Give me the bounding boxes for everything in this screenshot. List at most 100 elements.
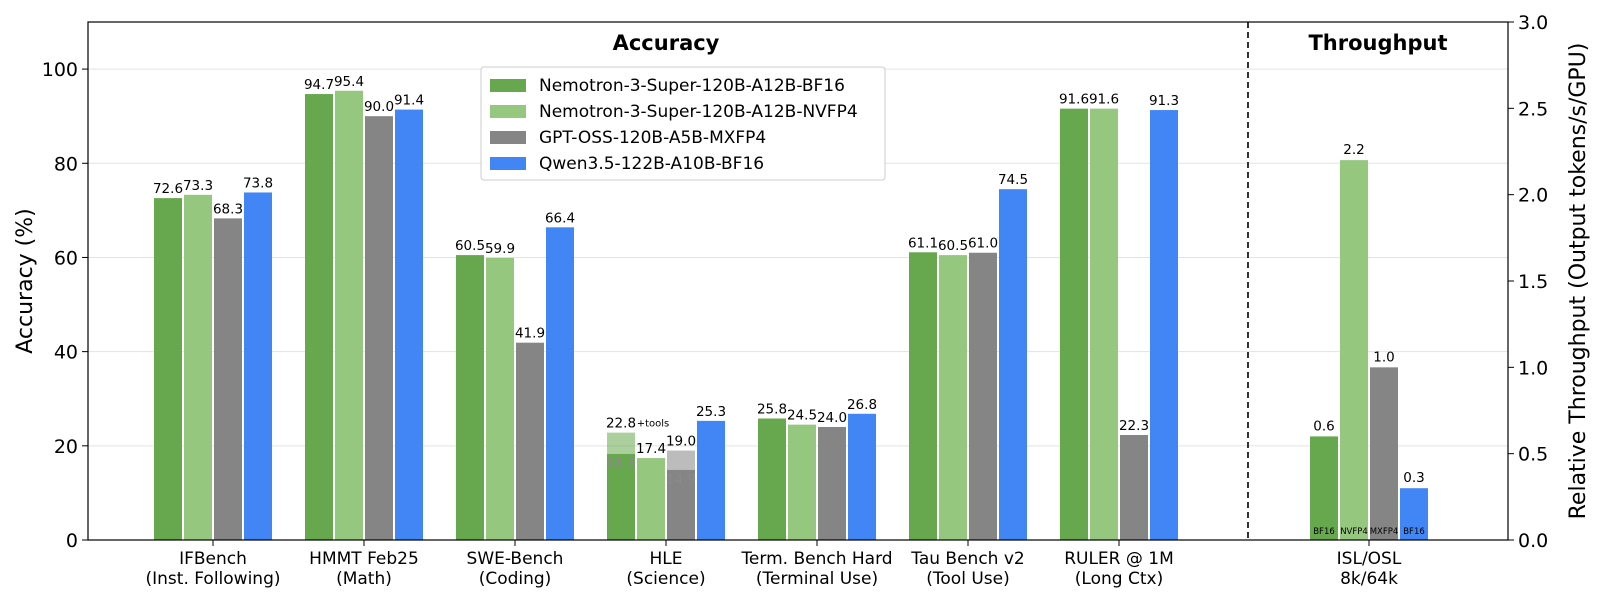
bar-base-label: 18.3 <box>606 456 636 472</box>
legend-swatch <box>490 105 526 118</box>
x-category-sublabel: (Math) <box>336 569 392 589</box>
section-title-accuracy: Accuracy <box>613 31 720 55</box>
throughput-bar <box>1340 160 1368 540</box>
bar <box>244 192 272 540</box>
bar <box>214 218 242 541</box>
bar <box>546 227 574 541</box>
x-category-label: HMMT Feb25 <box>309 549 419 569</box>
y2-tick-label: 3.0 <box>1518 12 1548 34</box>
legend-entry: Nemotron-3-Super-120B-A12B-NVFP4 <box>539 102 858 122</box>
bar <box>697 420 725 540</box>
y2-tick-label: 2.0 <box>1518 185 1548 207</box>
throughput-value-label: 0.3 <box>1403 470 1424 486</box>
throughput-bar <box>1370 367 1398 540</box>
x-category-label: HLE <box>650 549 683 569</box>
legend-entry: Nemotron-3-Super-120B-A12B-BF16 <box>539 76 845 96</box>
bar <box>365 116 393 540</box>
x-category-sublabel: (Coding) <box>479 569 552 589</box>
x-category-label: Term. Bench Hard <box>740 549 892 569</box>
y2-tick-label: 2.5 <box>1518 98 1548 120</box>
bar-value-label: 22.8 <box>606 416 636 432</box>
bar-base-label: 14.9 <box>666 472 696 488</box>
tools-note: +tools <box>637 419 670 430</box>
y-tick-label: 40 <box>54 342 78 364</box>
throughput-bar-tag: BF16 <box>1403 527 1425 537</box>
legend <box>480 66 886 181</box>
bar <box>788 424 816 540</box>
bar <box>1090 108 1118 540</box>
bar-value-label: 61.0 <box>968 236 998 252</box>
x-category-label: ISL/OSL <box>1337 549 1402 569</box>
throughput-bar-tag: BF16 <box>1313 527 1335 537</box>
bar-value-label: 60.5 <box>455 238 485 254</box>
bar-value-label: 73.8 <box>243 175 273 191</box>
bar-value-label: 91.4 <box>394 93 424 109</box>
bar <box>184 194 212 540</box>
y2-tick-label: 1.5 <box>1518 271 1548 293</box>
bar-value-label: 90.0 <box>364 99 394 115</box>
bar-value-label: 22.3 <box>1119 418 1149 434</box>
bar-value-label: 25.8 <box>757 402 787 418</box>
x-category-sublabel: (Science) <box>626 569 705 589</box>
bar-value-label: 17.4 <box>636 441 666 457</box>
bar-value-label: 24.0 <box>817 410 847 426</box>
bar <box>516 342 544 540</box>
bar <box>667 469 695 540</box>
bar <box>1150 110 1178 540</box>
throughput-value-label: 0.6 <box>1313 418 1334 434</box>
bar-value-label: 60.5 <box>938 238 968 254</box>
y2-tick-label: 0.5 <box>1518 444 1548 466</box>
bar <box>607 453 635 540</box>
y2-axis-title: Relative Throughput (Output tokens/s/GPU… <box>1566 43 1591 520</box>
bar-value-label: 68.3 <box>213 201 243 217</box>
bar-value-label: 91.3 <box>1149 93 1179 109</box>
throughput-bar-tag: NVFP4 <box>1340 527 1368 537</box>
y2-tick-label: 1.0 <box>1518 357 1548 379</box>
x-category-label: SWE-Bench <box>467 549 564 569</box>
bar-value-label: 61.1 <box>908 235 938 251</box>
bar-value-label: 74.5 <box>998 172 1028 188</box>
bar-value-label: 94.7 <box>304 77 334 93</box>
bar-value-label: 95.4 <box>334 74 364 90</box>
bar <box>335 90 363 541</box>
bar <box>154 198 182 540</box>
x-category-sublabel: 8k/64k <box>1340 569 1398 589</box>
y-tick-label: 60 <box>54 247 78 269</box>
bar <box>1060 108 1088 540</box>
bar <box>1120 434 1148 540</box>
bar-value-label: 59.9 <box>485 241 515 257</box>
x-category-sublabel: (Inst. Following) <box>146 569 281 589</box>
bar <box>939 255 967 540</box>
throughput-bar <box>1400 488 1428 540</box>
y-tick-label: 20 <box>54 436 78 458</box>
x-category-label: IFBench <box>179 549 247 569</box>
y2-tick-label: 0.0 <box>1518 530 1548 552</box>
plot-frame <box>87 21 1509 541</box>
throughput-value-label: 2.2 <box>1343 142 1364 158</box>
bar-value-label: 19.0 <box>666 434 696 450</box>
bar-tools-extension <box>607 432 635 454</box>
y-tick-label: 80 <box>54 153 78 175</box>
bar-value-label: 24.5 <box>787 408 817 424</box>
x-category-sublabel: (Terminal Use) <box>756 569 878 589</box>
bar-value-label: 72.6 <box>153 181 183 197</box>
bar <box>637 458 665 540</box>
bar-value-label: 91.6 <box>1089 92 1119 108</box>
x-category-label: Tau Bench v2 <box>910 549 1024 569</box>
legend-entry: Qwen3.5-122B-A10B-BF16 <box>539 154 764 174</box>
x-category-label: RULER @ 1M <box>1064 549 1174 569</box>
bar-value-label: 91.6 <box>1059 92 1089 108</box>
legend-swatch <box>490 79 526 92</box>
bar <box>909 252 937 541</box>
bar-tools-extension <box>667 450 695 470</box>
bar <box>758 418 786 540</box>
bar-value-label: 25.3 <box>696 404 726 420</box>
throughput-value-label: 1.0 <box>1373 349 1394 365</box>
bar <box>999 189 1027 540</box>
bar-value-label: 26.8 <box>847 397 877 413</box>
bar-value-label: 41.9 <box>515 326 545 342</box>
bar <box>395 109 423 541</box>
legend-entry: GPT-OSS-120B-A5B-MXFP4 <box>539 128 766 148</box>
x-category-sublabel: (Tool Use) <box>926 569 1009 589</box>
